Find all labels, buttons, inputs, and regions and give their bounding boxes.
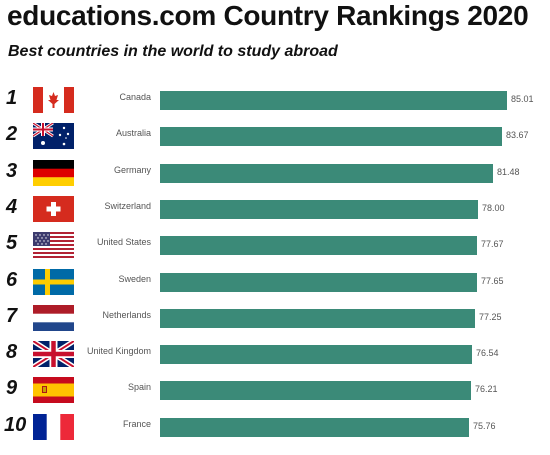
country-label: United States [96, 237, 151, 248]
bar-germany [160, 163, 493, 183]
rank-number: 7 [6, 304, 18, 327]
chart-row-spain: 9 Spain 76.21 [0, 373, 550, 409]
value-label: 76.54 [476, 348, 499, 359]
chart-subtitle: Best countries in the world to study abr… [8, 43, 338, 60]
rank-number: 3 [6, 159, 18, 182]
bar-sweden [160, 272, 477, 292]
rank-number: 2 [6, 123, 18, 146]
chart-row-canada: 1 Canada 85.01 [0, 83, 550, 119]
bar-switzerland [160, 199, 478, 219]
country-label: Australia [115, 128, 151, 139]
chart-row-united-kingdom: 8 United Kingdom 76.54 [0, 337, 550, 373]
country-label: Germany [113, 164, 151, 175]
bar-australia [160, 127, 502, 147]
value-label: 83.67 [506, 130, 529, 141]
chart-row-australia: 2 Australia 83.67 [0, 119, 550, 155]
netherlands-flag-icon [33, 304, 74, 331]
value-label: 81.48 [497, 166, 520, 177]
value-label: 77.67 [481, 239, 504, 250]
bar-spain [160, 381, 471, 401]
chart-row-switzerland: 4 Switzerland 78.00 [0, 192, 550, 228]
rank-number: 4 [6, 195, 18, 218]
country-label: Switzerland [104, 200, 151, 211]
rank-number: 5 [6, 232, 18, 255]
rank-number: 9 [6, 377, 18, 400]
value-label: 77.25 [479, 311, 502, 322]
rank-number: 10 [4, 413, 27, 436]
country-label: Spain [127, 382, 151, 393]
value-label: 77.65 [481, 275, 504, 286]
sweden-flag-icon [33, 268, 74, 295]
value-label: 76.21 [475, 384, 498, 395]
country-label: France [122, 418, 151, 429]
switzerland-flag-icon [33, 195, 74, 222]
bar-netherlands [160, 308, 475, 328]
bar-france [160, 417, 469, 437]
rank-number: 8 [6, 341, 18, 364]
value-label: 85.01 [511, 94, 534, 104]
chart-row-sweden: 6 Sweden 77.65 [0, 265, 550, 301]
spain-flag-icon [33, 377, 74, 404]
value-label: 78.00 [482, 202, 505, 213]
rank-number: 6 [6, 268, 18, 291]
united-states-flag-icon [33, 232, 74, 259]
chart-row-france: 10 France 75.76 [0, 410, 550, 446]
chart-row-united-states: 5 United States 77.67 [0, 228, 550, 264]
chart-row-netherlands: 7 Netherlands 77.25 [0, 301, 550, 337]
rank-number: 1 [6, 87, 18, 109]
germany-flag-icon [33, 159, 74, 186]
bar-canada [160, 91, 507, 110]
france-flag-icon [33, 413, 74, 440]
bar-united-kingdom [160, 345, 472, 365]
united-kingdom-flag-icon [33, 341, 74, 368]
chart-title: educations.com Country Rankings 2020 [7, 0, 529, 31]
australia-flag-icon [33, 123, 74, 150]
bar-united-states [160, 236, 477, 256]
value-label: 75.76 [473, 420, 496, 431]
country-label: Canada [119, 92, 151, 102]
country-label: Netherlands [102, 309, 151, 320]
country-label: Sweden [118, 273, 151, 284]
canada-flag-icon [33, 87, 74, 113]
country-label: United Kingdom [86, 346, 151, 357]
chart-row-germany: 3 Germany 81.48 [0, 156, 550, 192]
